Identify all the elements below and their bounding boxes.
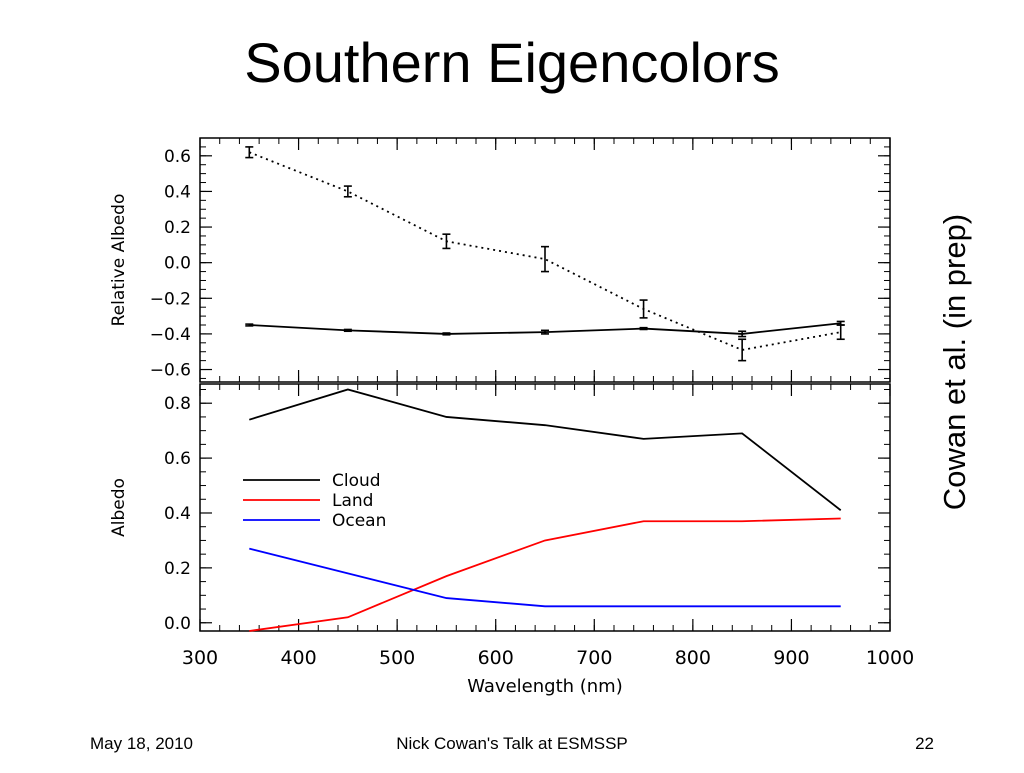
footer-date: May 18, 2010 xyxy=(90,734,194,753)
y-axis-label: Relative Albedo xyxy=(109,194,129,327)
x-tick-label: 1000 xyxy=(866,647,914,669)
plot-frame-1 xyxy=(199,137,891,383)
series-line-cloud xyxy=(249,388,842,511)
x-tick-label: 800 xyxy=(675,647,711,669)
legend-label-cloud: Cloud xyxy=(332,471,381,491)
x-tick-label: 600 xyxy=(478,647,514,669)
slide-title: Southern Eigencolors xyxy=(244,31,780,94)
x-tick-label: 900 xyxy=(773,647,809,669)
y-tick-label: 0.0 xyxy=(164,254,191,274)
y-tick-label: 0.4 xyxy=(164,182,191,202)
y-tick-label: 0.6 xyxy=(164,147,191,167)
footer-page-number: 22 xyxy=(915,734,934,753)
legend-label-land: Land xyxy=(332,491,373,511)
series-line-ocean xyxy=(249,547,841,608)
y-tick-label: 0.0 xyxy=(164,614,191,634)
y-tick-label: 0.6 xyxy=(164,449,191,469)
citation-note: Cowan et al. (in prep) xyxy=(937,213,972,511)
x-tick-label: 300 xyxy=(182,647,218,669)
plot-frame-2 xyxy=(199,383,891,632)
y-tick-label: 0.4 xyxy=(164,504,191,524)
y-tick-label: −0.2 xyxy=(150,289,191,309)
x-tick-label: 500 xyxy=(379,647,415,669)
y-tick-label: −0.4 xyxy=(150,325,191,345)
legend-label-ocean: Ocean xyxy=(332,511,386,531)
footer-talk-title: Nick Cowan's Talk at ESMSSP xyxy=(396,734,628,753)
y-tick-label: 0.2 xyxy=(164,559,191,579)
y-tick-label: 0.8 xyxy=(164,394,191,414)
y-tick-label: −0.6 xyxy=(150,361,191,381)
x-axis-label: Wavelength (nm) xyxy=(467,676,623,697)
series-line-land xyxy=(249,517,841,632)
y-tick-label: 0.2 xyxy=(164,218,191,238)
y-axis-label: Albedo xyxy=(109,478,129,537)
x-tick-label: 700 xyxy=(576,647,612,669)
x-tick-label: 400 xyxy=(280,647,316,669)
